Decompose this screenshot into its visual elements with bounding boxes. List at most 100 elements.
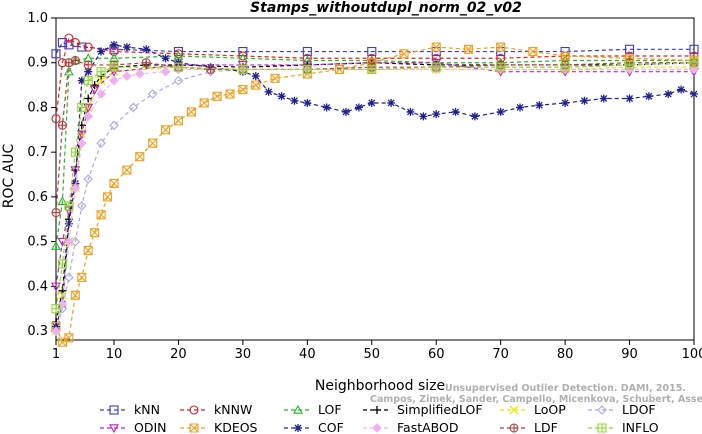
point-lof <box>51 240 61 250</box>
point-ldof <box>76 201 87 211</box>
y-tick-label: 0.5 <box>27 235 48 250</box>
point-odin <box>89 85 100 95</box>
plot-axes: 1 10 20 30 40 50 60 70 80 90 100 0.3 0.4 0.5 0.6 0.7 0.8… <box>27 11 702 362</box>
y-tick-label: 0.4 <box>27 279 48 294</box>
point-fastabod <box>96 89 106 99</box>
point-inflo <box>560 62 570 72</box>
point-knn <box>64 40 74 50</box>
point-ldof <box>96 138 106 149</box>
legend-marker-knn <box>109 405 119 415</box>
series-line-cof <box>55 44 695 327</box>
point-kdeos <box>496 42 506 52</box>
point-cof <box>142 45 151 54</box>
y-tick-label: 0.7 <box>27 145 48 160</box>
point-inflo <box>173 62 183 72</box>
point-cof <box>664 90 673 99</box>
x-tick-label: 20 <box>170 347 187 362</box>
point-kdeos <box>212 91 222 101</box>
legend-label-ldf: LDF <box>534 420 558 434</box>
point-ldof <box>173 75 184 86</box>
point-knn <box>57 38 67 48</box>
series-line-knnw <box>55 37 694 119</box>
series-inflo <box>51 58 699 314</box>
legend-label-odin: ODIN <box>134 420 167 434</box>
point-cof <box>277 92 286 101</box>
point-kdeos <box>70 290 80 300</box>
point-inflo <box>83 76 93 86</box>
legend-label-cof: COF <box>318 420 344 434</box>
y-tick-label: 1.0 <box>27 11 48 26</box>
legend-marker-lof <box>293 404 303 414</box>
legend-marker-loop <box>509 405 519 415</box>
point-cof <box>496 107 505 116</box>
x-tick-label: 90 <box>621 347 638 362</box>
point-kdeos <box>173 116 183 126</box>
point-ldof <box>70 236 81 247</box>
point-cof <box>625 94 634 103</box>
point-kdeos <box>186 107 196 117</box>
plot-frame <box>55 17 695 341</box>
point-knn <box>51 49 61 59</box>
chart-legend: kNN kNNW LOF SimplifiedLOF LoOP LDOF ODIN KDEOS… <box>100 402 659 434</box>
point-cof <box>303 98 312 107</box>
legend-marker-ldof <box>597 405 607 415</box>
point-cof <box>690 90 698 99</box>
series-knn <box>51 38 699 59</box>
point-cof <box>264 87 273 96</box>
series-loop <box>51 62 699 336</box>
point-inflo <box>496 62 506 72</box>
series-line-inflo <box>55 62 695 309</box>
point-cof <box>84 67 93 76</box>
point-cof <box>535 101 544 110</box>
point-loop <box>96 76 106 86</box>
point-cof <box>322 103 331 112</box>
point-kdeos <box>161 125 171 135</box>
legend-marker-cof <box>294 424 302 432</box>
series-line-ldof <box>55 62 695 332</box>
point-inflo <box>689 58 699 68</box>
point-ldof <box>83 174 94 184</box>
x-tick-label: 50 <box>364 347 381 362</box>
legend-label-knnw: kNNW <box>214 402 252 417</box>
point-cof <box>470 112 479 121</box>
series-line-simplifiedlof <box>55 62 695 323</box>
point-cof <box>644 92 653 101</box>
point-knn <box>77 42 87 52</box>
legend-marker-knnw <box>189 405 199 415</box>
point-inflo <box>51 304 61 314</box>
point-kdeos <box>431 42 441 52</box>
point-kdeos <box>270 73 280 83</box>
point-cof <box>599 94 608 103</box>
series-fastabod <box>51 64 699 336</box>
series-line-fastabod <box>55 68 694 332</box>
point-odin <box>51 282 61 292</box>
legend-label-inflo: INFLO <box>622 420 659 434</box>
point-cof <box>161 54 170 63</box>
point-kdeos <box>64 333 74 343</box>
x-tick-label: 80 <box>557 347 574 362</box>
point-fastabod <box>160 66 171 77</box>
point-kdeos <box>135 152 145 162</box>
legend-marker-kdeos <box>189 423 199 433</box>
point-kdeos <box>251 80 261 90</box>
x-tick-label: 40 <box>299 347 316 362</box>
point-knnw <box>83 42 93 52</box>
plot-series <box>51 33 699 347</box>
series-ldf <box>51 55 699 218</box>
point-cof <box>110 40 118 49</box>
point-fastabod <box>76 138 87 149</box>
point-kdeos <box>238 85 248 95</box>
point-inflo <box>70 147 80 157</box>
legend-marker-fastabod <box>372 423 382 433</box>
point-cof <box>561 98 570 107</box>
point-ldof <box>64 272 74 283</box>
point-kdeos <box>148 138 158 148</box>
series-line-knn <box>55 41 694 55</box>
series-kdeos <box>51 42 699 347</box>
point-inflo <box>109 62 119 72</box>
x-tick-label: 1 <box>52 347 60 362</box>
point-ldf <box>51 208 61 218</box>
y-tick-label: 0.9 <box>27 56 48 71</box>
series-line-ldf <box>55 59 694 213</box>
